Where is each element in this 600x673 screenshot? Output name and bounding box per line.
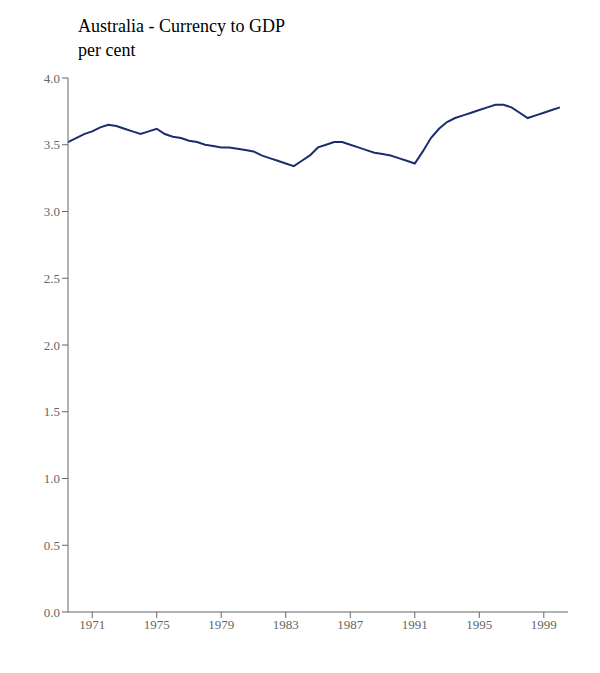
svg-text:1991: 1991 bbox=[402, 617, 428, 632]
svg-text:1999: 1999 bbox=[531, 617, 557, 632]
svg-text:1983: 1983 bbox=[273, 617, 299, 632]
svg-text:1995: 1995 bbox=[466, 617, 492, 632]
svg-text:1987: 1987 bbox=[337, 617, 364, 632]
svg-text:0.5: 0.5 bbox=[44, 538, 60, 553]
svg-text:2.5: 2.5 bbox=[44, 271, 60, 286]
svg-text:4.0: 4.0 bbox=[44, 71, 60, 86]
svg-text:1979: 1979 bbox=[208, 617, 234, 632]
html-text:Australia - Currency to GDP: Australia - Currency to GDP bbox=[78, 16, 285, 36]
svg-text:3.5: 3.5 bbox=[44, 137, 60, 152]
svg-text:0.0: 0.0 bbox=[44, 605, 60, 620]
svg-text:1.0: 1.0 bbox=[44, 471, 60, 486]
svg-text:1975: 1975 bbox=[144, 617, 170, 632]
html-text:per cent: per cent bbox=[78, 40, 136, 60]
svg-text:1971: 1971 bbox=[79, 617, 105, 632]
svg-text:2.0: 2.0 bbox=[44, 338, 60, 353]
svg-text:1.5: 1.5 bbox=[44, 404, 60, 419]
svg-text:3.0: 3.0 bbox=[44, 204, 60, 219]
